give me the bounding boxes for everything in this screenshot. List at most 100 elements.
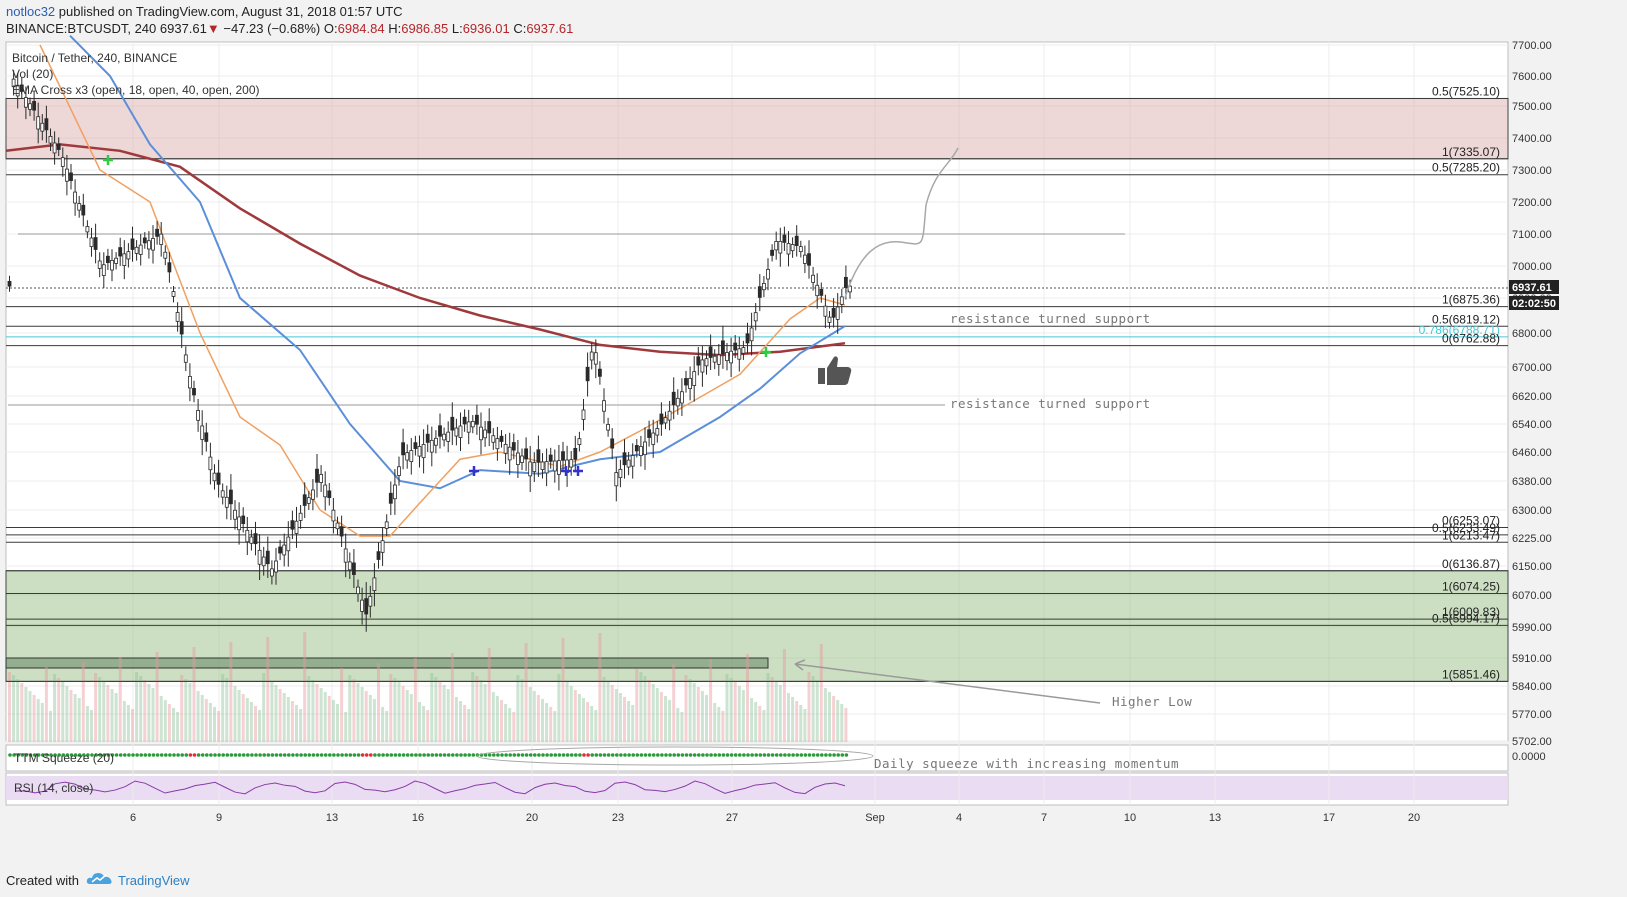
volume-bar bbox=[221, 674, 225, 742]
squeeze-dot bbox=[467, 753, 472, 757]
volume-bar bbox=[569, 686, 573, 742]
volume-bar bbox=[323, 692, 327, 742]
candle-body bbox=[757, 286, 762, 298]
candle-body bbox=[323, 484, 328, 498]
candle-body bbox=[815, 284, 820, 297]
squeeze-dot bbox=[815, 753, 820, 757]
volume-bar bbox=[692, 683, 696, 742]
volume-bar bbox=[303, 632, 307, 742]
volume-bar bbox=[536, 695, 540, 742]
squeeze-dot bbox=[438, 753, 443, 757]
x-tick-label: 7 bbox=[1041, 812, 1047, 824]
candle-body bbox=[126, 251, 131, 260]
candle-body bbox=[384, 521, 389, 529]
fib-label: 0(6136.87) bbox=[1442, 557, 1500, 571]
fib-label: 1(6875.36) bbox=[1442, 293, 1500, 307]
tradingview-link[interactable]: TradingView bbox=[118, 873, 190, 888]
squeeze-dot bbox=[233, 753, 238, 757]
candle-body bbox=[831, 308, 836, 318]
y-tick-label: 5770.00 bbox=[1512, 709, 1552, 721]
fib-label: 0.5(7525.10) bbox=[1432, 84, 1500, 98]
volume-bar bbox=[36, 699, 40, 742]
squeeze-dot bbox=[574, 753, 578, 757]
volume-bar bbox=[762, 710, 766, 742]
squeeze-dot bbox=[82, 753, 86, 757]
volume-bar bbox=[487, 648, 491, 742]
candle-body bbox=[23, 97, 28, 108]
volume-bar bbox=[53, 674, 57, 742]
candle-body bbox=[167, 262, 172, 273]
candle-body bbox=[577, 438, 582, 445]
squeeze-dot bbox=[270, 753, 275, 757]
volume-bar bbox=[664, 696, 667, 742]
x-tick-label: 20 bbox=[1408, 812, 1420, 824]
candle-body bbox=[360, 599, 365, 612]
squeeze-dot bbox=[520, 753, 525, 757]
volume-bar bbox=[204, 699, 208, 742]
candle-body bbox=[450, 416, 455, 431]
volume-bar bbox=[631, 705, 635, 742]
volume-bar bbox=[131, 709, 134, 742]
candle-body bbox=[85, 226, 90, 233]
candle-body bbox=[269, 568, 274, 577]
author-link[interactable]: notloc32 bbox=[6, 4, 56, 19]
candle-body bbox=[680, 391, 684, 404]
squeeze-dot bbox=[578, 753, 582, 757]
squeeze-dot bbox=[168, 753, 172, 757]
volume-bar bbox=[614, 689, 618, 742]
squeeze-dot bbox=[787, 753, 791, 757]
volume-bar bbox=[774, 681, 778, 742]
squeeze-dot bbox=[828, 753, 832, 757]
candle-body bbox=[335, 522, 340, 530]
candle-body bbox=[790, 244, 795, 252]
symbol-name[interactable]: BINANCE:BTCUSDT, 240 bbox=[6, 21, 157, 36]
candle-body bbox=[237, 516, 242, 531]
squeeze-dot bbox=[24, 753, 29, 757]
x-tick-label: 17 bbox=[1323, 812, 1335, 824]
squeeze-dot bbox=[553, 753, 558, 757]
volume-bar bbox=[807, 672, 811, 742]
candle-body bbox=[81, 204, 86, 216]
volume-bar bbox=[352, 679, 356, 742]
candle-body bbox=[470, 421, 475, 428]
squeeze-dot bbox=[77, 753, 82, 757]
volume-bar bbox=[819, 644, 823, 742]
squeeze-dot bbox=[127, 753, 131, 757]
candle-body bbox=[598, 368, 602, 377]
x-tick-label: 9 bbox=[216, 812, 222, 824]
volume-bar bbox=[647, 680, 651, 742]
candle-body bbox=[286, 536, 291, 552]
candle-body bbox=[106, 255, 110, 263]
y-tick-label: 7100.00 bbox=[1512, 229, 1552, 241]
squeeze-dot bbox=[631, 753, 635, 757]
candle-body bbox=[224, 496, 229, 508]
squeeze-dot bbox=[36, 753, 41, 757]
price-chart[interactable]: 0.5(7525.10) 1(7335.07) 0.5(7285.20) 1(6875… bbox=[0, 0, 1627, 868]
candle-body bbox=[212, 472, 217, 482]
squeeze-dot bbox=[229, 753, 234, 757]
volume-bar bbox=[721, 711, 725, 742]
candle-body bbox=[433, 437, 438, 446]
volume-bar bbox=[409, 694, 413, 742]
candle-body bbox=[483, 429, 488, 439]
candle-body bbox=[278, 546, 283, 554]
candle-body bbox=[827, 316, 832, 323]
volume-bar bbox=[278, 689, 282, 742]
squeeze-dot bbox=[237, 753, 242, 757]
volume-bar bbox=[413, 658, 417, 742]
y-tick-label: 5702.00 bbox=[1512, 736, 1552, 748]
squeeze-dot bbox=[619, 753, 623, 757]
fib-label: 0(6762.88) bbox=[1442, 332, 1500, 346]
candle-body bbox=[409, 450, 414, 463]
squeeze-dot bbox=[155, 753, 160, 757]
squeeze-dot bbox=[20, 753, 25, 757]
squeeze-dot bbox=[102, 753, 107, 757]
candle-body bbox=[614, 472, 619, 487]
candle-body bbox=[466, 421, 471, 433]
candle-body bbox=[32, 101, 36, 111]
candle-body bbox=[733, 342, 738, 351]
candle-body bbox=[331, 509, 336, 522]
volume-bar bbox=[434, 677, 438, 742]
volume-bar bbox=[356, 683, 360, 742]
volume-bar bbox=[364, 691, 368, 742]
